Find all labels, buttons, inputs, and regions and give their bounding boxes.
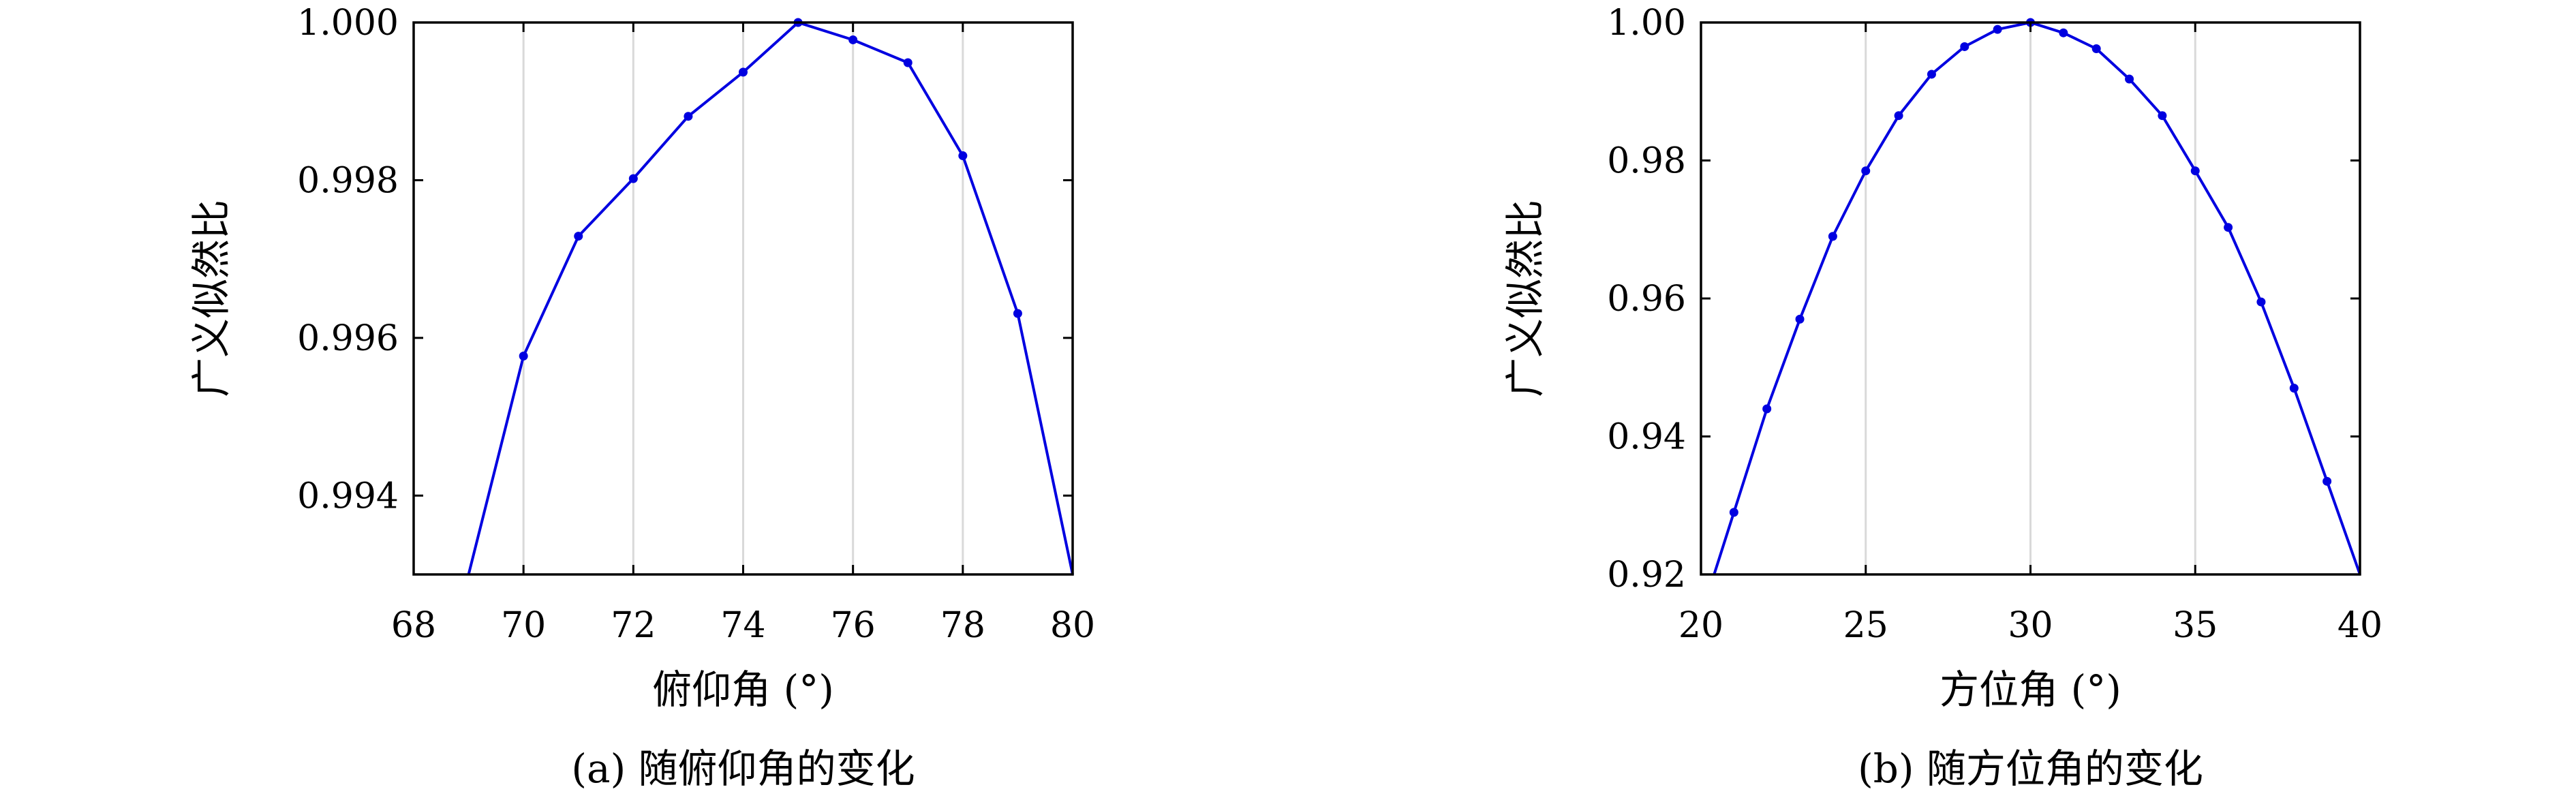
data-point bbox=[958, 151, 968, 161]
x-tick-label: 68 bbox=[391, 605, 436, 646]
data-point bbox=[519, 351, 528, 360]
x-axis-title: 俯仰角 (°) bbox=[652, 666, 834, 713]
x-tick-label: 76 bbox=[831, 605, 876, 646]
data-point bbox=[1795, 314, 1805, 324]
data-point bbox=[684, 112, 693, 121]
x-tick-label: 25 bbox=[1843, 605, 1888, 646]
data-point bbox=[1729, 508, 1738, 517]
y-tick-label: 1.00 bbox=[1607, 3, 1686, 44]
x-tick-label: 70 bbox=[501, 605, 546, 646]
data-point bbox=[848, 35, 858, 44]
data-point bbox=[903, 58, 913, 67]
y-tick-label: 0.998 bbox=[297, 160, 399, 201]
data-point bbox=[1960, 42, 1969, 51]
x-tick-label: 74 bbox=[720, 605, 765, 646]
y-tick-label: 0.94 bbox=[1607, 417, 1686, 458]
y-tick-label: 0.96 bbox=[1607, 279, 1686, 320]
data-point bbox=[2256, 297, 2266, 307]
data-point bbox=[1894, 111, 1903, 121]
series-line bbox=[467, 20, 1074, 575]
x-tick-label: 20 bbox=[1678, 605, 1723, 646]
data-point bbox=[1861, 166, 1871, 176]
data-point bbox=[1828, 232, 1837, 241]
data-point bbox=[2322, 476, 2332, 486]
data-point bbox=[2091, 44, 2101, 53]
chart-azimuth: 20 25 30 35 40 0.92 0.94 0.96 0.98 1.00 方位角 (°) 广义似… bbox=[1502, 3, 2382, 792]
x-tick-label: 35 bbox=[2173, 605, 2218, 646]
data-point bbox=[1013, 309, 1022, 318]
y-tick-label: 1.000 bbox=[297, 3, 399, 44]
data-point bbox=[2059, 28, 2068, 37]
x-tick-label: 72 bbox=[611, 605, 656, 646]
data-point bbox=[2224, 223, 2233, 232]
data-point bbox=[1762, 404, 1772, 414]
y-tick-label: 0.994 bbox=[297, 476, 399, 517]
y-axis-title: 广义似然比 bbox=[1502, 200, 1548, 397]
chart-elevation: 68 70 72 74 76 78 80 0.994 0.996 0.998 1.000 俯仰角 (°… bbox=[188, 3, 1095, 792]
x-tick-label: 40 bbox=[2337, 605, 2382, 646]
x-tick-label: 80 bbox=[1050, 605, 1095, 646]
x-tick-label: 78 bbox=[940, 605, 985, 646]
x-tick-label: 30 bbox=[2008, 605, 2053, 646]
data-point bbox=[628, 174, 638, 183]
data-point bbox=[2125, 74, 2134, 84]
x-axis-title: 方位角 (°) bbox=[1939, 666, 2121, 713]
data-point bbox=[1993, 25, 2002, 34]
y-tick-label: 0.996 bbox=[297, 318, 399, 359]
data-point bbox=[574, 232, 583, 241]
data-point bbox=[739, 67, 748, 77]
chart-caption: (b) 随方位角的变化 bbox=[1858, 745, 2203, 792]
y-tick-label: 0.98 bbox=[1607, 141, 1686, 182]
y-tick-label: 0.92 bbox=[1607, 555, 1686, 596]
data-point bbox=[1927, 70, 1936, 79]
data-point bbox=[2190, 166, 2200, 176]
y-axis-title: 广义似然比 bbox=[188, 200, 234, 397]
chart-caption: (a) 随俯仰角的变化 bbox=[571, 745, 915, 792]
data-point bbox=[2158, 111, 2167, 121]
data-point bbox=[2289, 384, 2299, 393]
